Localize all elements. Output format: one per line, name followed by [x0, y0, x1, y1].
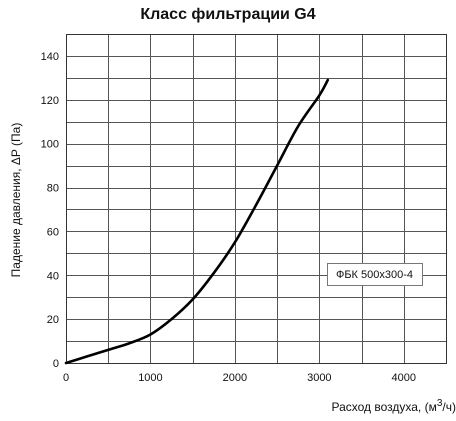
y-tick-label: 20 [47, 314, 59, 326]
x-axis-label-suffix: /ч) [442, 400, 456, 414]
series-lines [64, 78, 330, 365]
y-tick-label: 140 [41, 51, 59, 63]
y-tick-label: 120 [41, 95, 59, 107]
y-tick-label: 60 [47, 226, 59, 238]
x-axis-label-sup: 3 [436, 398, 443, 409]
y-tick-label: 40 [47, 270, 59, 282]
x-axis-label-prefix: Расход воздуха, (м [331, 400, 437, 414]
legend-entry: ФБК 500х300-4 [336, 269, 413, 281]
legend: ФБК 500х300-4 [327, 263, 423, 286]
y-tick-label: 100 [41, 139, 59, 151]
x-tick-label: 1000 [138, 372, 162, 384]
x-axis-label: Расход воздуха, (м3/ч) [210, 398, 456, 414]
legend-box [327, 263, 423, 286]
x-tick-label: 4000 [392, 372, 416, 384]
x-tick-label: 0 [63, 372, 69, 384]
series-line [64, 78, 330, 365]
y-tick-label: 0 [53, 358, 59, 370]
tick-labels: 0 1000 2000 3000 4000 0 20 40 60 80 100 120 140 [41, 51, 416, 384]
plot-frame [66, 34, 447, 364]
x-tick-label: 3000 [307, 372, 331, 384]
grid [66, 34, 447, 364]
x-tick-label: 2000 [223, 372, 247, 384]
y-tick-label: 80 [47, 183, 59, 195]
chart-title: Класс фильтрации G4 [140, 6, 316, 23]
